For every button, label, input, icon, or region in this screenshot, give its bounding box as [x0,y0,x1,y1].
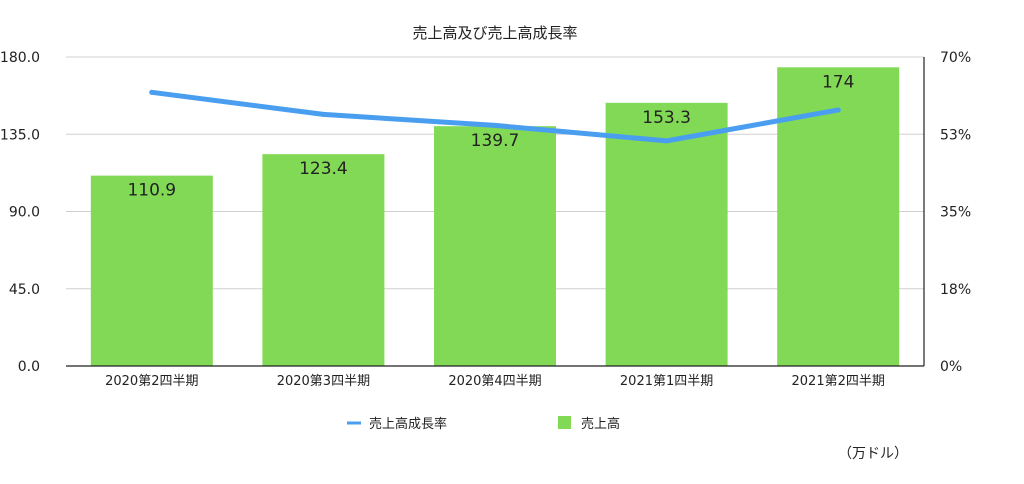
growth-point [835,107,841,113]
y-left-tick-label: 0.0 [18,359,40,375]
x-tick-label: 2020第3四半期 [277,374,370,389]
y-right-tick-label: 0% [940,359,962,375]
x-tick-label: 2020第4四半期 [448,374,541,389]
bar-data-label: 110.9 [127,181,176,201]
unit-note: （万ドル） [838,446,908,462]
y-right-tick-label: 53% [940,127,971,143]
growth-point [664,138,670,144]
chart-title: 売上高及び売上高成長率 [412,24,577,42]
x-tick-label: 2021第1四半期 [620,374,713,389]
bar-data-label: 123.4 [299,159,348,179]
y-right-tick-label: 35% [940,205,971,221]
legend-label-sales: 売上高 [581,416,620,432]
bar-data-label: 139.7 [471,131,520,151]
growth-point [320,111,326,117]
y-left-tick-label: 45.0 [9,282,40,298]
bar-data-label: 174 [822,72,854,92]
bar [90,175,213,366]
y-left-tick-label: 90.0 [9,205,40,221]
bar [434,126,556,366]
legend-label-growth: 売上高成長率 [369,416,447,432]
growth-point [149,89,155,95]
y-left-tick-label: 180.0 [0,50,40,66]
growth-point [492,122,498,128]
bar [605,102,728,367]
bars [90,67,900,367]
growth-line [149,89,841,144]
data-labels: 110.9 123.4 139.7 153.3 174 [127,72,854,200]
y-left-tick-label: 135.0 [0,127,40,143]
legend: 売上高成長率 売上高 [347,416,620,432]
y-right-tick-label: 18% [940,282,971,298]
x-tick-label: 2021第2四半期 [792,374,885,389]
y-right-tick-label: 70% [940,50,971,66]
bar [262,154,385,366]
bar-data-label: 153.3 [642,108,691,128]
axes: 0.0 0% 45.0 18% 90.0 35% 135.0 53% 180.0 70% 2020第… [0,50,971,389]
x-tick-label: 2020第2四半期 [105,374,198,389]
legend-bar-swatch [558,416,571,429]
